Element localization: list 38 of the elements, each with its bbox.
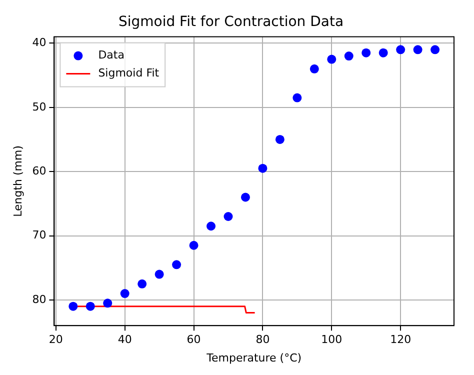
y-tick-label: 80 <box>32 292 46 306</box>
y-axis-title: Length (mm) <box>11 145 24 217</box>
x-tick-label: 80 <box>256 333 270 346</box>
point <box>138 279 147 288</box>
point <box>240 192 250 202</box>
point <box>154 270 164 279</box>
point <box>206 222 216 231</box>
y-tick-label: 60 <box>32 164 46 178</box>
x-tick-label: 60 <box>186 333 201 346</box>
point <box>189 240 198 250</box>
point <box>413 45 422 54</box>
y-tick-label: 70 <box>32 228 46 242</box>
point <box>258 164 268 173</box>
y-tick-label: 50 <box>32 100 46 114</box>
point <box>103 298 112 308</box>
point <box>68 302 78 311</box>
point <box>172 260 182 270</box>
chart-title: Sigmoid Fit for Contraction Data <box>118 14 344 30</box>
y-tick-label: 40 <box>32 36 46 50</box>
point <box>344 52 354 61</box>
x-tick-label: 40 <box>118 333 132 346</box>
point <box>224 212 233 221</box>
point <box>396 45 406 54</box>
point <box>378 48 388 58</box>
point <box>292 93 302 102</box>
point <box>120 289 130 298</box>
x-axis-title: Temperature (°C) <box>206 351 302 364</box>
point <box>275 134 284 144</box>
point <box>86 302 95 311</box>
x-tick-label: 100 <box>321 333 342 346</box>
point <box>310 64 319 74</box>
legend-label: Sigmoid Fit <box>98 66 160 80</box>
point <box>327 54 336 64</box>
point <box>430 45 440 54</box>
point <box>362 48 371 58</box>
x-tick-label: 120 <box>390 333 412 346</box>
x-tick-label: 20 <box>48 333 63 346</box>
legend-label: Data <box>98 48 124 62</box>
